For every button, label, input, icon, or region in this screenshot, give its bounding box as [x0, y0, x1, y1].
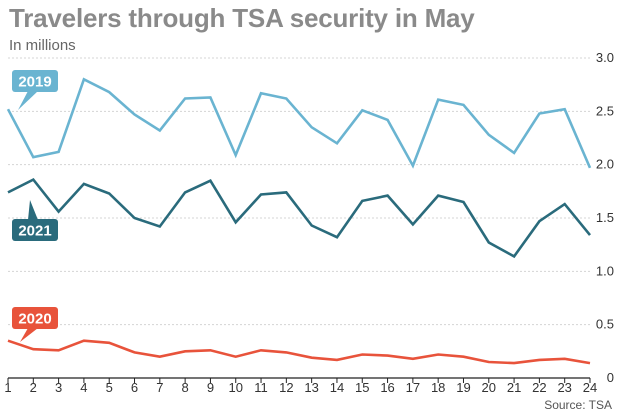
y-tick-label: 3.0	[596, 50, 614, 65]
y-tick-label: 0.5	[596, 317, 614, 332]
x-tick-label: 2	[30, 380, 37, 395]
x-tick-label: 21	[507, 380, 521, 395]
series-tag-box	[12, 307, 58, 329]
series-line-2019	[6, 77, 592, 169]
x-tick-label: 18	[431, 380, 445, 395]
source-note: Source: TSA	[544, 398, 612, 412]
series-tag-pointer	[20, 328, 38, 342]
series-line-2020	[7, 339, 591, 365]
x-tick-label: 4	[80, 380, 87, 395]
series-tag-pointer	[18, 91, 38, 110]
chart-title: Travelers through TSA security in May	[9, 3, 475, 33]
series-tag-label: 2021	[18, 223, 51, 240]
series-tag-2019: 2019	[12, 70, 58, 110]
x-tick-label: 16	[380, 380, 394, 395]
y-tick-label: 0	[607, 370, 614, 385]
series-tag-2021: 2021	[12, 200, 58, 241]
x-axis: 1 2 3 4 5 6 7 8 9 10 11 12 13 14 15 16 17 18 19 20 21 22 23 24	[4, 378, 597, 395]
x-tick-label: 22	[532, 380, 546, 395]
y-tick-label: 2.0	[596, 157, 614, 172]
x-tick-label: 9	[207, 380, 214, 395]
series-tag-box	[12, 70, 58, 92]
series-tag-2020: 2020	[12, 307, 58, 342]
x-tick-label: 10	[229, 380, 243, 395]
series-tag-pointer	[28, 200, 38, 220]
x-tick-label: 20	[482, 380, 496, 395]
x-tick-label: 5	[106, 380, 113, 395]
series-tag-label: 2019	[18, 74, 51, 91]
y-axis: 0 0.5 1.0 1.5 2.0 2.5 3.0	[596, 50, 614, 385]
x-tick-label: 23	[557, 380, 571, 395]
x-tick-label: 17	[406, 380, 420, 395]
x-tick-label: 6	[131, 380, 138, 395]
x-tick-label: 13	[304, 380, 318, 395]
x-tick-label: 15	[355, 380, 369, 395]
series-lines	[6, 77, 592, 365]
x-tick-label: 24	[583, 380, 597, 395]
series-tag-label: 2020	[18, 311, 51, 328]
x-tick-label: 19	[456, 380, 470, 395]
x-tick-label: 3	[55, 380, 62, 395]
x-tick-label: 11	[254, 380, 268, 395]
y-tick-label: 1.0	[596, 263, 614, 278]
x-tick-label: 8	[182, 380, 189, 395]
y-tick-label: 1.5	[596, 210, 614, 225]
series-line-2021	[7, 177, 592, 259]
x-tick-label: 7	[156, 380, 163, 395]
x-tick-label: 12	[279, 380, 293, 395]
x-tick-label: 1	[4, 380, 11, 395]
y-tick-label: 2.5	[596, 103, 614, 118]
series-tags: 2019 2021 2020	[12, 70, 58, 342]
chart-subtitle: In millions	[9, 37, 76, 54]
series-tag-box	[12, 219, 58, 241]
x-tick-label: 14	[330, 380, 344, 395]
gridlines	[8, 57, 590, 379]
